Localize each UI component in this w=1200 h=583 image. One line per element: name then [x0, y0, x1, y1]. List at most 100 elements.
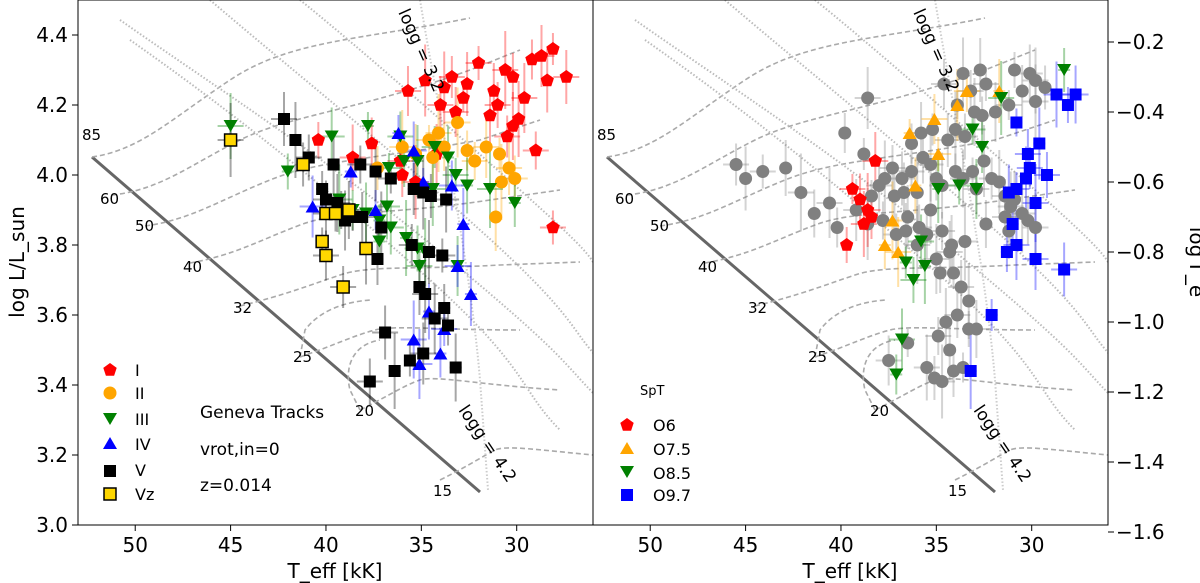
data-point — [931, 329, 945, 343]
legend-label-III: III — [135, 410, 149, 429]
mass-label-25: 25 — [293, 348, 312, 366]
y-right-tick-label: −1.2 — [1116, 380, 1165, 404]
data-point — [857, 217, 871, 230]
data-point — [449, 105, 463, 118]
track-line — [299, 326, 521, 358]
data-point — [456, 91, 470, 104]
y-tick-label: 4.0 — [36, 163, 68, 187]
right-axes-frame — [592, 0, 1109, 526]
data-point — [849, 203, 863, 217]
data-point — [441, 151, 456, 164]
data-point — [540, 73, 554, 87]
data-point — [1061, 99, 1074, 111]
data-point — [422, 246, 435, 258]
data-point — [360, 120, 375, 132]
logg-42-label-right: logg = 4.2 — [969, 402, 1035, 487]
legend-marker-O9.7 — [621, 489, 633, 501]
data-point — [950, 308, 964, 322]
data-point — [316, 183, 329, 195]
track-line — [874, 377, 1076, 411]
data-point — [965, 123, 980, 136]
data-point — [947, 266, 960, 280]
data-point — [546, 42, 560, 55]
data-point — [379, 326, 392, 339]
data-point — [428, 312, 441, 325]
data-point — [1000, 246, 1013, 258]
logg-32-label-right: logg = 3.2 — [908, 6, 962, 95]
left-x-axis-label: T_eff [kK] — [287, 559, 383, 583]
data-point — [460, 179, 475, 192]
legend-title-spt: SpT — [640, 384, 665, 399]
geneva-annotation: Geneva Tracks vrot,in=0 z=0.014 — [200, 403, 324, 496]
data-point — [927, 113, 942, 125]
data-point — [371, 253, 384, 265]
data-point — [853, 192, 867, 206]
data-point — [471, 56, 486, 69]
x-tick-label: 45 — [218, 533, 243, 557]
y-tick-label: 4.4 — [36, 23, 68, 47]
data-point — [1033, 137, 1046, 150]
y-right-tick-label: −0.8 — [1116, 240, 1165, 264]
isochrone-line — [724, 0, 1108, 355]
data-point — [895, 172, 909, 185]
data-point — [902, 127, 917, 139]
isochrone-line — [814, 0, 1108, 265]
data-point — [517, 91, 531, 104]
y-right-tick-label: −1.0 — [1116, 310, 1165, 334]
data-point — [838, 126, 852, 140]
data-point — [1023, 162, 1036, 174]
data-point — [994, 92, 1009, 104]
data-point — [1023, 67, 1037, 80]
data-point — [223, 133, 238, 147]
data-point — [449, 361, 462, 374]
data-point — [885, 161, 899, 175]
data-point — [985, 309, 998, 321]
mass-label-40: 40 — [183, 258, 202, 276]
mass-label-20: 20 — [355, 402, 374, 420]
data-point — [1010, 239, 1023, 251]
data-point — [296, 157, 310, 172]
data-point — [956, 67, 970, 80]
track-line — [862, 339, 896, 411]
data-point — [917, 260, 932, 272]
mass-label-20-right: 20 — [870, 402, 889, 420]
x-tick-label: 40 — [828, 533, 853, 557]
data-point — [889, 228, 903, 241]
data-point — [1008, 63, 1022, 77]
data-point — [432, 126, 445, 140]
isochrone-line — [209, 0, 593, 355]
data-point — [424, 190, 437, 202]
data-point — [914, 126, 928, 140]
data-point — [445, 70, 459, 83]
data-point — [889, 368, 904, 381]
data-point — [977, 154, 991, 168]
track-line — [359, 377, 561, 411]
data-point — [906, 274, 921, 286]
data-point — [966, 165, 980, 178]
zams-line-right — [606, 155, 996, 494]
data-point — [327, 158, 340, 171]
data-point — [988, 105, 1002, 119]
data-point — [388, 365, 401, 377]
data-point — [1057, 64, 1072, 76]
data-point — [359, 241, 373, 256]
data-point — [401, 84, 415, 97]
data-point — [451, 116, 465, 129]
legend-marker-IV — [103, 437, 117, 449]
data-point — [493, 147, 507, 161]
data-point — [289, 134, 302, 146]
annotation-line3: z=0.014 — [200, 476, 272, 496]
data-point — [969, 322, 983, 336]
data-point — [954, 280, 968, 294]
legend-marker-III — [103, 413, 117, 425]
data-point — [914, 235, 929, 248]
data-point — [939, 315, 953, 329]
data-point — [947, 364, 960, 378]
data-point — [489, 210, 503, 224]
legend-label-O7.5: O7.5 — [653, 440, 691, 459]
y-tick-label: 3.2 — [36, 443, 68, 467]
data-point — [405, 239, 418, 251]
data-point — [448, 169, 463, 181]
legend-label-O9.7: O9.7 — [653, 486, 691, 505]
legend-marker-O7.5 — [620, 442, 634, 454]
